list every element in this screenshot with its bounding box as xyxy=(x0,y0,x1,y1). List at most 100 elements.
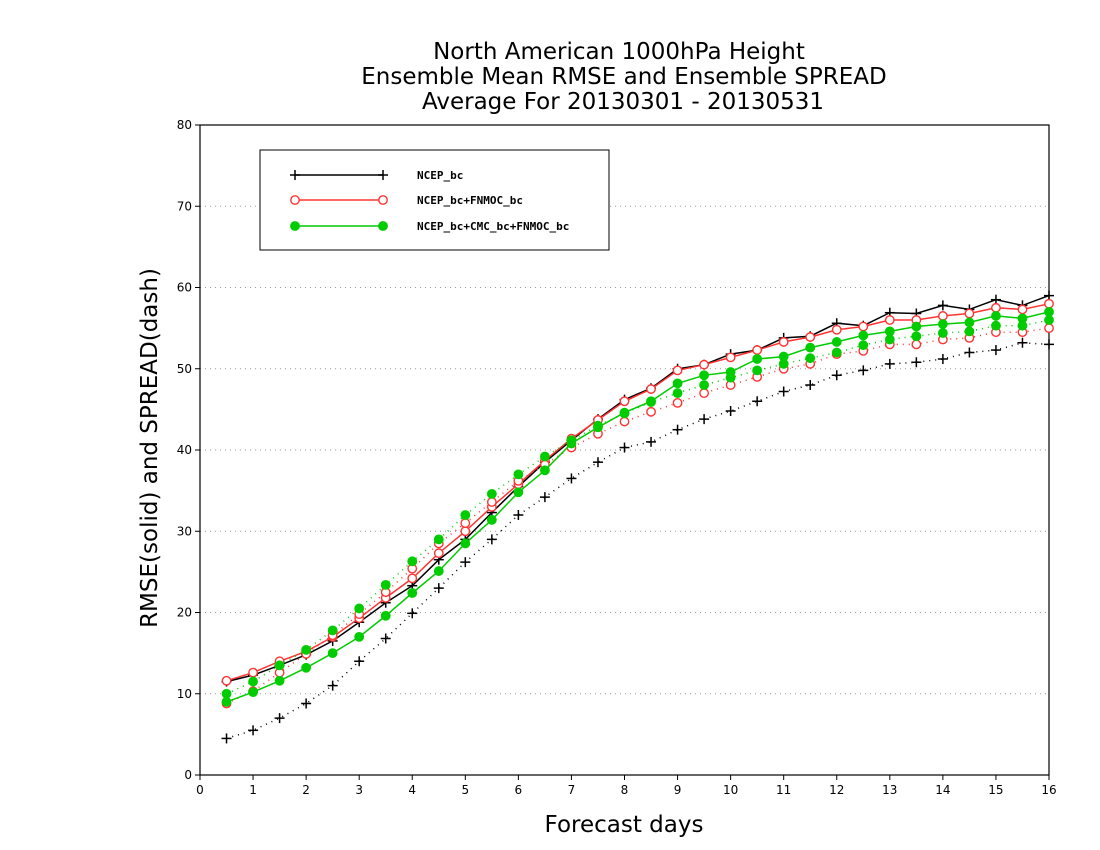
y-tick-label: 30 xyxy=(177,524,192,538)
spread-point xyxy=(539,492,550,503)
spread-point xyxy=(884,334,895,345)
rmse-point xyxy=(1044,306,1054,317)
spread-point xyxy=(486,534,497,545)
spread-point xyxy=(858,365,869,376)
spread-point xyxy=(699,380,709,390)
spread-point xyxy=(248,676,258,687)
series-NCEP_bc+CMC_bc+FNMOC_bc xyxy=(221,306,1054,707)
spread-point xyxy=(433,534,444,545)
spread-point xyxy=(593,420,603,431)
y-tick-label: 70 xyxy=(177,199,192,213)
x-tick-label: 6 xyxy=(515,783,523,797)
legend-label: NCEP_bc+CMC_bc+FNMOC_bc xyxy=(417,220,569,233)
rmse-point xyxy=(274,675,285,686)
rmse-point xyxy=(991,302,1001,313)
spread-point xyxy=(566,473,577,484)
spread-point xyxy=(752,396,763,407)
rmse-point xyxy=(301,662,312,673)
axis-ticks xyxy=(195,124,1050,780)
rmse-point xyxy=(433,566,444,576)
y-tick-label: 40 xyxy=(177,443,192,457)
rmse-point xyxy=(1017,304,1028,315)
spread-point xyxy=(407,608,418,619)
x-tick-label: 7 xyxy=(568,783,576,797)
spread-point xyxy=(619,416,630,427)
rmse-point xyxy=(778,337,789,347)
spread-point xyxy=(725,372,736,383)
rmse-point xyxy=(433,548,444,559)
y-tick-label: 50 xyxy=(177,362,192,376)
rmse-point xyxy=(407,573,418,584)
rmse-point xyxy=(964,317,975,328)
y-axis-label: RMSE(solid) and SPREAD(dash) xyxy=(137,268,163,628)
rmse-point xyxy=(460,538,471,549)
rmse-point xyxy=(858,321,869,332)
title-line-1: North American 1000hPa Height xyxy=(433,39,805,65)
rmse-point xyxy=(699,370,709,381)
spread-point xyxy=(486,488,497,499)
rmse-point xyxy=(486,514,497,525)
spread-point xyxy=(964,347,975,358)
spread-point xyxy=(672,388,683,399)
x-tick-label: 4 xyxy=(408,783,416,797)
rmse-point xyxy=(221,696,232,707)
spread-point xyxy=(990,345,1001,356)
spread-point xyxy=(646,397,656,407)
spread-point xyxy=(937,328,948,338)
spread-point xyxy=(911,331,922,342)
spread-point xyxy=(221,688,232,699)
spread-point xyxy=(486,497,497,507)
spread-point xyxy=(513,469,524,480)
rmse-point xyxy=(1044,298,1054,309)
rmse-point xyxy=(831,337,842,347)
rmse-point xyxy=(937,319,948,329)
rmse-point xyxy=(831,324,842,335)
legend-marker xyxy=(290,170,300,180)
legend-marker xyxy=(378,195,388,205)
rmse-point xyxy=(805,342,816,353)
x-tick-label: 5 xyxy=(461,783,469,797)
spread-point xyxy=(619,408,630,419)
rmse-point xyxy=(327,648,338,659)
spread-point xyxy=(831,370,842,381)
spread-point xyxy=(911,357,922,368)
x-tick-label: 12 xyxy=(829,783,844,797)
x-tick-label: 3 xyxy=(355,783,363,797)
spread-point xyxy=(327,625,338,636)
rmse-point xyxy=(513,487,524,498)
x-tick-label: 2 xyxy=(302,783,310,797)
spread-point xyxy=(911,339,922,350)
spread-point xyxy=(752,365,763,376)
rmse-point xyxy=(937,300,948,311)
series-NCEP_bc+FNMOC_bc xyxy=(221,298,1054,709)
rmse-point xyxy=(672,365,683,376)
spread-point xyxy=(540,451,550,462)
x-tick-label: 9 xyxy=(674,783,682,797)
x-tick-label: 11 xyxy=(776,783,791,797)
rmse-point xyxy=(884,326,895,337)
spread-point xyxy=(407,556,418,567)
spread-line-NCEP_bc xyxy=(226,342,1050,740)
rmse-line-NCEP_bc xyxy=(226,294,1050,683)
spread-point xyxy=(699,414,710,425)
legend-marker xyxy=(378,170,388,180)
rmse-point xyxy=(991,311,1001,321)
rmse-point xyxy=(752,345,763,355)
spread-point xyxy=(327,680,338,691)
spread-point xyxy=(646,436,657,447)
rmse-point xyxy=(884,315,895,325)
spread-point xyxy=(566,435,577,446)
spread-point xyxy=(380,633,391,644)
rmse-point xyxy=(672,378,683,389)
spread-point xyxy=(460,510,471,520)
spread-point xyxy=(380,579,391,590)
spread-point xyxy=(1044,339,1054,350)
rmse-line-NCEP_bc+CMC_bc+FNMOC_bc xyxy=(226,311,1050,703)
spread-point xyxy=(592,457,603,468)
spread-point xyxy=(1017,320,1028,331)
spread-point xyxy=(248,725,259,736)
rmse-point xyxy=(858,330,869,341)
x-axis-label: Forecast days xyxy=(545,812,704,838)
rmse-point xyxy=(646,384,656,394)
